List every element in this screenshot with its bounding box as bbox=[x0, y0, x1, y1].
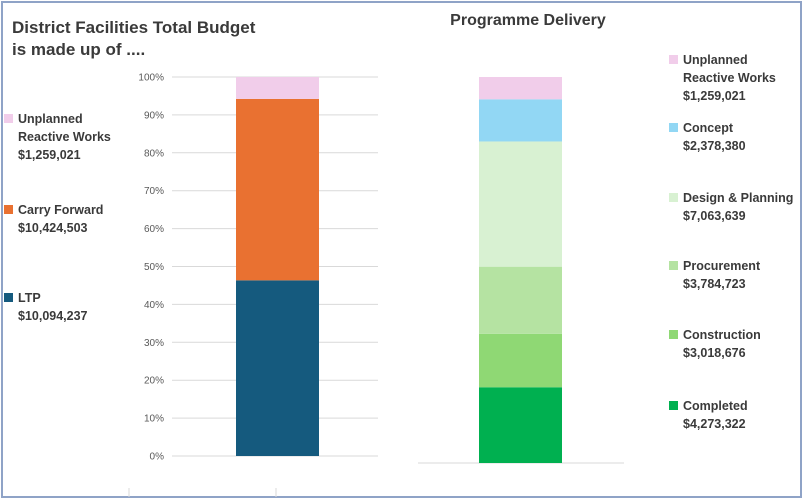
left-legend-item-ltp: LTP $10,094,237 bbox=[4, 289, 128, 325]
left-chart-title: District Facilities Total Budget is made… bbox=[12, 18, 256, 59]
right-chart-title: Programme Delivery bbox=[450, 12, 606, 29]
legend-label: Design & Planning bbox=[683, 191, 794, 205]
legend-label: Carry Forward bbox=[18, 203, 104, 217]
legend-value: $10,094,237 bbox=[18, 309, 88, 323]
legend-label: Unplanned Reactive Works bbox=[683, 53, 776, 85]
y-tick-label: 40% bbox=[144, 300, 164, 311]
y-tick-label: 60% bbox=[144, 224, 164, 235]
legend-value: $1,259,021 bbox=[683, 89, 746, 103]
y-tick-label: 50% bbox=[144, 262, 164, 273]
legend-value: $3,018,676 bbox=[683, 346, 746, 360]
left-legend-item-carry-forward: Carry Forward $10,424,503 bbox=[4, 201, 128, 237]
right-legend-item-construction: Construction $3,018,676 bbox=[669, 326, 798, 362]
legend-swatch bbox=[669, 193, 678, 202]
legend-label: Completed bbox=[683, 399, 748, 413]
legend-label: LTP bbox=[18, 291, 41, 305]
legend-swatch bbox=[669, 55, 678, 64]
y-tick-label: 100% bbox=[138, 73, 164, 84]
right-bar-segment-construction bbox=[479, 333, 562, 388]
legend-swatch bbox=[669, 330, 678, 339]
legend-value: $1,259,021 bbox=[18, 148, 81, 162]
right-bar-segment-unplanned-reactive-works bbox=[479, 77, 562, 100]
legend-swatch bbox=[669, 261, 678, 270]
left-legend-item-unplanned: Unplanned Reactive Works $1,259,021 bbox=[4, 110, 128, 164]
right-bar-segment-design-planning bbox=[479, 141, 562, 267]
legend-swatch bbox=[4, 114, 13, 123]
legend-label: Construction bbox=[683, 328, 761, 342]
right-legend-item-design-planning: Design & Planning $7,063,639 bbox=[669, 189, 801, 225]
right-bar-segment-completed bbox=[479, 387, 562, 463]
legend-value: $10,424,503 bbox=[18, 221, 88, 235]
right-bar-segment-procurement bbox=[479, 266, 562, 334]
y-tick-label: 0% bbox=[150, 452, 165, 463]
y-tick-label: 10% bbox=[144, 414, 164, 425]
y-tick-label: 20% bbox=[144, 376, 164, 387]
y-tick-label: 80% bbox=[144, 148, 164, 159]
legend-swatch bbox=[669, 401, 678, 410]
legend-swatch bbox=[4, 293, 13, 302]
right-legend-item-concept: Concept $2,378,380 bbox=[669, 119, 798, 155]
right-legend-item-unplanned: Unplanned Reactive Works $1,259,021 bbox=[669, 51, 798, 105]
left-bar-segment-unplanned-reactive-works bbox=[236, 77, 319, 99]
legend-label: Unplanned Reactive Works bbox=[18, 112, 111, 144]
legend-value: $7,063,639 bbox=[683, 209, 746, 223]
right-legend-item-procurement: Procurement $3,784,723 bbox=[669, 257, 798, 293]
legend-value: $2,378,380 bbox=[683, 139, 746, 153]
left-bar-segment-carry-forward bbox=[236, 98, 319, 281]
legend-value: $4,273,322 bbox=[683, 417, 746, 431]
legend-swatch bbox=[669, 123, 678, 132]
legend-swatch bbox=[4, 205, 13, 214]
legend-label: Procurement bbox=[683, 259, 761, 273]
right-legend-item-completed: Completed $4,273,322 bbox=[669, 397, 798, 433]
y-tick-label: 90% bbox=[144, 110, 164, 121]
left-bar-segment-ltp bbox=[236, 280, 319, 456]
legend-label: Concept bbox=[683, 121, 733, 135]
y-tick-label: 70% bbox=[144, 186, 164, 197]
right-bar-segment-concept bbox=[479, 99, 562, 142]
y-tick-label: 30% bbox=[144, 338, 164, 349]
legend-value: $3,784,723 bbox=[683, 277, 746, 291]
